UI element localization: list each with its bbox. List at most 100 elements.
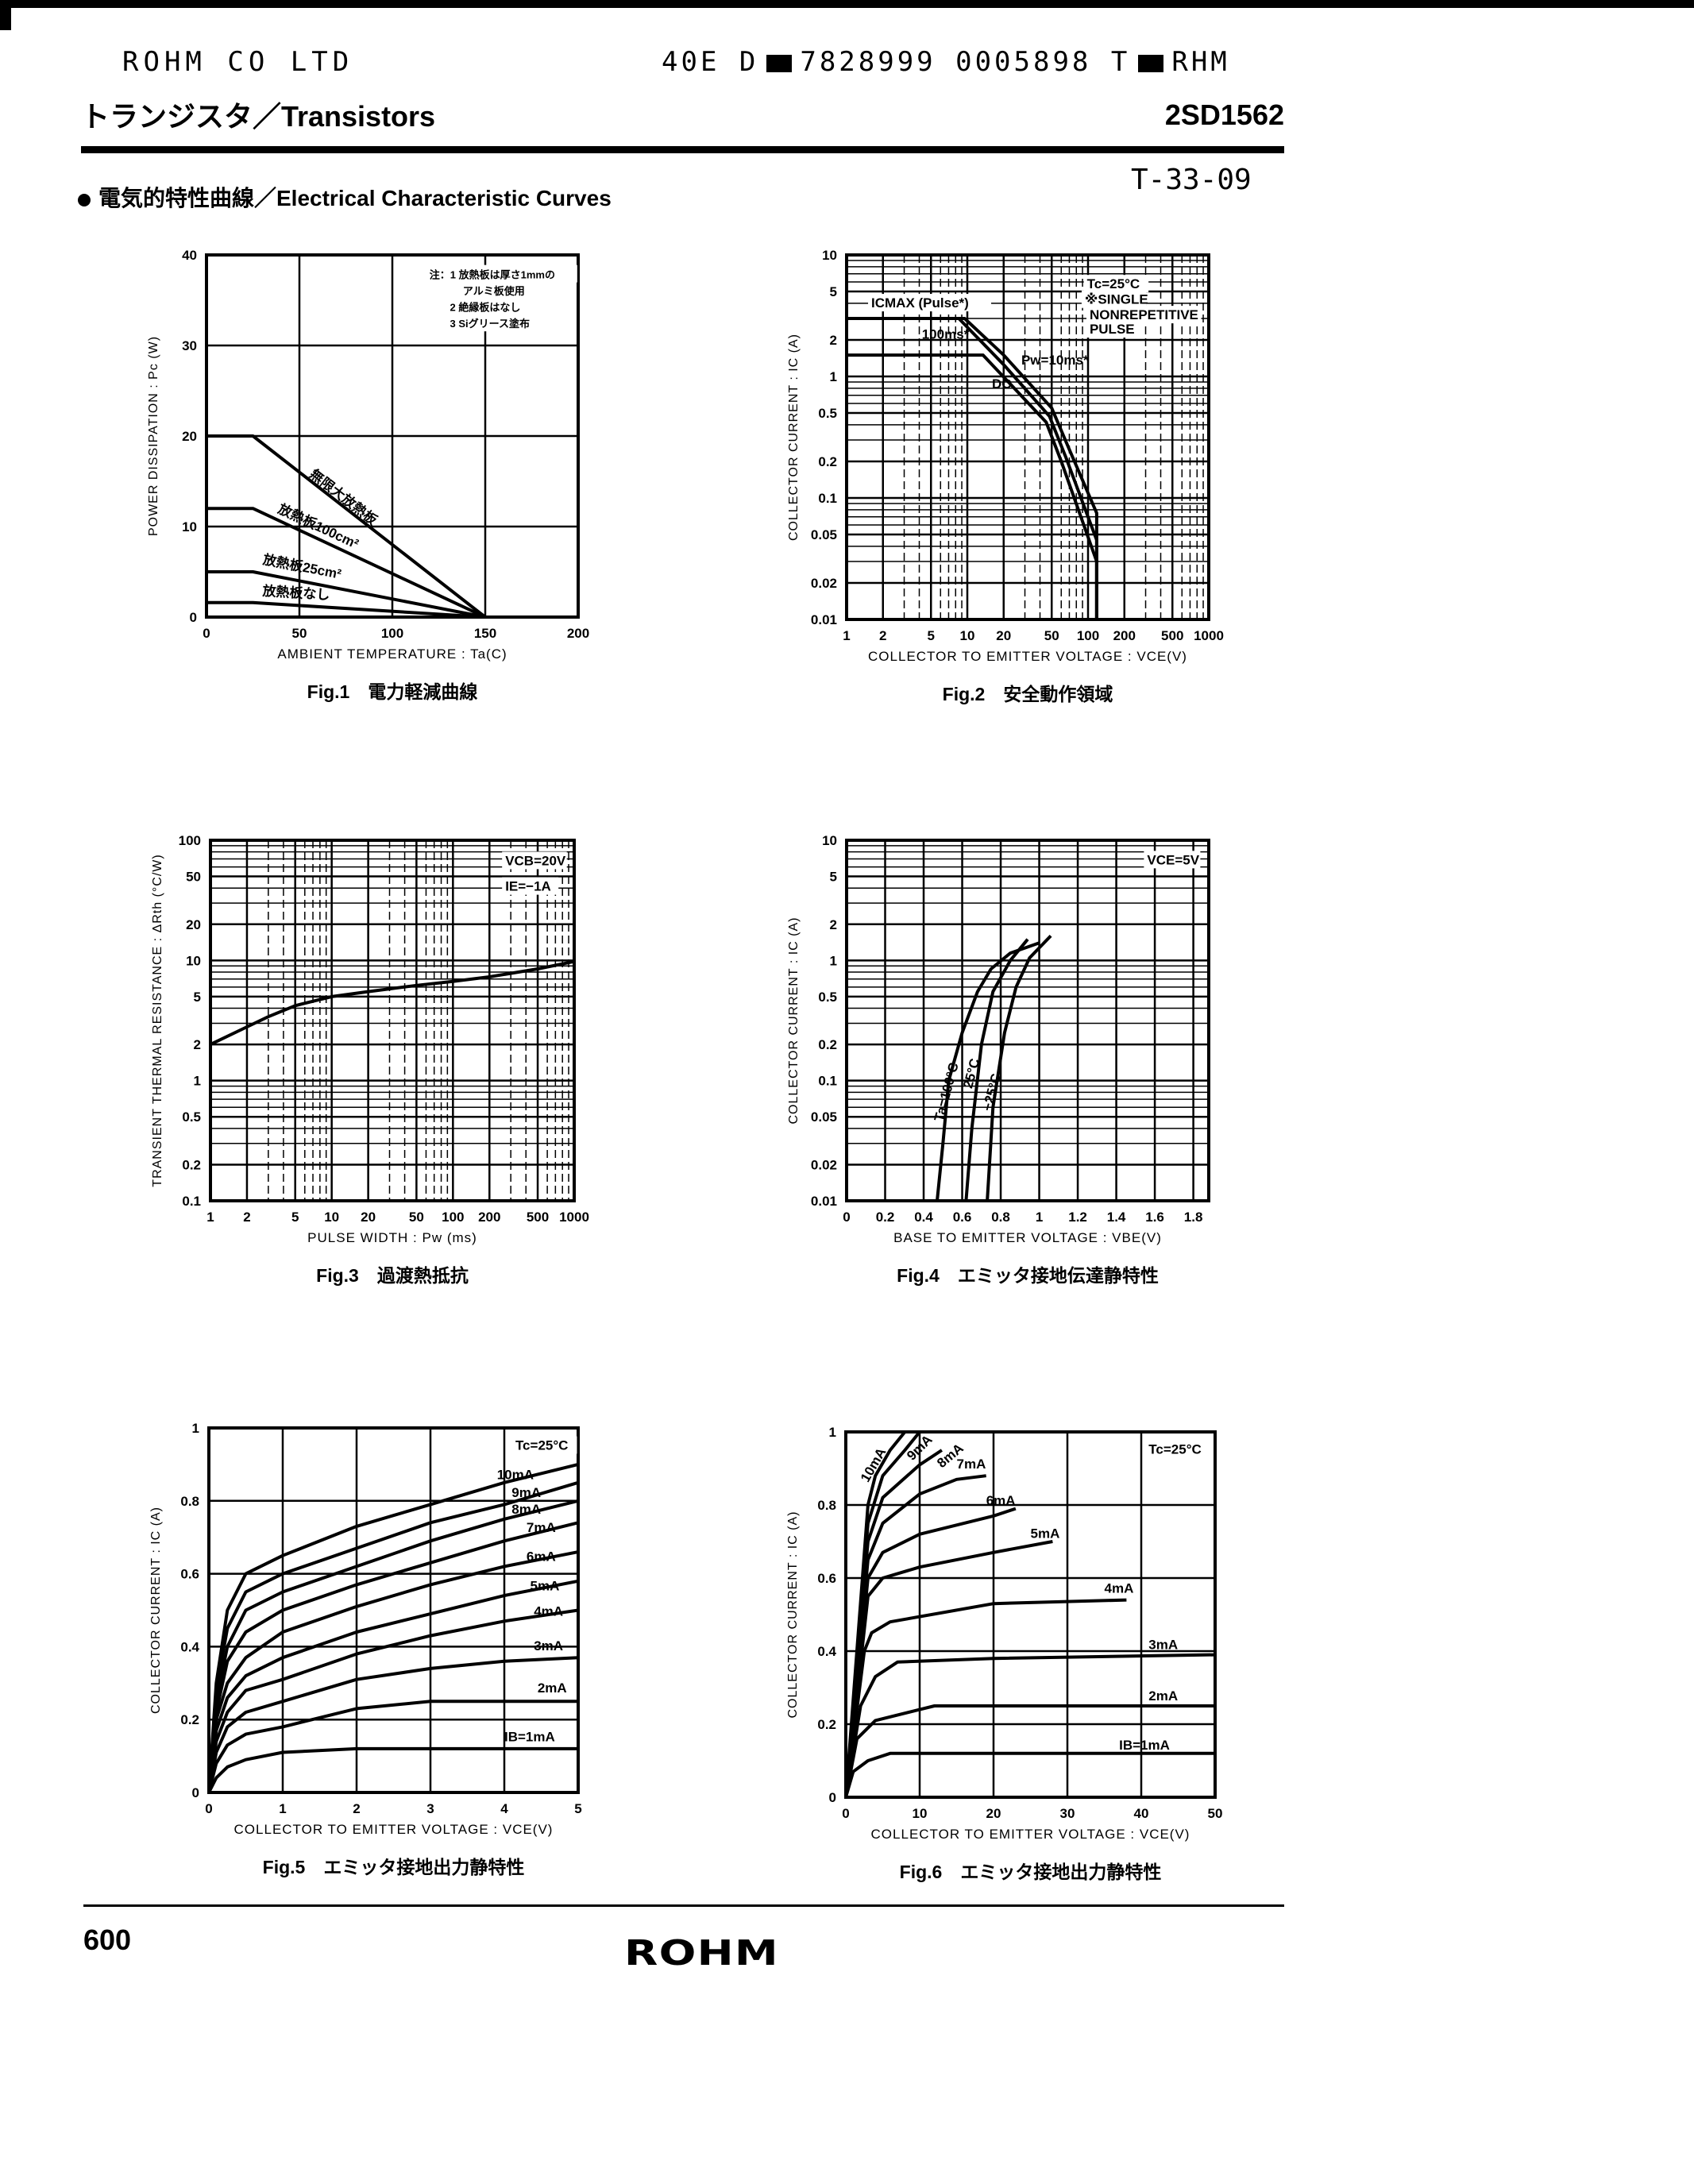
x-tick-label: 2 — [243, 1210, 250, 1225]
y-tick-label: 30 — [182, 338, 197, 353]
x-tick-label: 2 — [879, 628, 886, 643]
series-line-10 — [844, 1751, 1215, 1798]
x-tick-label: 0.2 — [876, 1210, 895, 1225]
annotation-text: VCE=5V — [1147, 852, 1199, 867]
series-line-3 — [986, 935, 1052, 1202]
y-tick-label: 5 — [830, 284, 837, 299]
series-line-1 — [210, 959, 575, 1046]
catalog-code-line: 40E D 7828999 0005898 T RHM — [662, 46, 1230, 78]
series-line-8 — [207, 1656, 579, 1793]
y-tick-label: 2 — [830, 917, 837, 932]
series-label: 7mA — [957, 1457, 986, 1472]
series-line-2 — [207, 1480, 579, 1793]
series-line-4 — [207, 1521, 579, 1793]
grid — [847, 840, 1209, 1201]
annotation-text: 注：1 放熱板は厚さ1mmの — [430, 269, 555, 281]
y-tick-label: 0.6 — [817, 1571, 836, 1586]
y-tick-label: 2 — [194, 1037, 201, 1052]
x-tick-label: 200 — [478, 1210, 500, 1225]
x-tick-label: 1.2 — [1068, 1210, 1087, 1225]
x-tick-label: 5 — [574, 1801, 581, 1816]
series-label: 8mA — [511, 1502, 541, 1517]
series-label: 5mA — [1031, 1526, 1060, 1541]
y-tick-label: 0.8 — [817, 1498, 836, 1513]
grid — [210, 840, 574, 1201]
x-tick-label: 20 — [986, 1806, 1001, 1821]
y-tick-label: 10 — [822, 248, 837, 263]
y-tick-label: 1 — [830, 369, 837, 384]
x-tick-label: 200 — [567, 626, 589, 641]
annotation-text: アルミ板使用 — [463, 285, 525, 297]
barcode-block-icon — [1138, 54, 1164, 72]
series-line-4 — [206, 600, 486, 619]
series-label: IB=1mA — [1119, 1738, 1170, 1753]
series-line-6 — [844, 1540, 1053, 1798]
series-line-8 — [844, 1653, 1216, 1798]
annotation-background — [459, 281, 528, 299]
catalog-suffix: RHM — [1171, 46, 1230, 78]
annotation-text: 3 Siグリース塗布 — [450, 318, 530, 330]
x-tick-label: 1.4 — [1107, 1210, 1126, 1225]
x-tick-label: 5 — [291, 1210, 299, 1225]
company-name: ROHM CO LTD — [122, 46, 354, 78]
y-tick-label: 50 — [186, 870, 201, 885]
annotation-text: Tc=25°C — [1148, 1442, 1202, 1457]
annotation-background — [868, 294, 992, 312]
y-tick-label: 0.2 — [817, 1717, 836, 1732]
y-tick-label: 0 — [192, 1785, 199, 1800]
x-tick-label: 1.8 — [1184, 1210, 1203, 1225]
x-tick-label: 20 — [996, 628, 1011, 643]
annotation-text: Tc=25°C — [515, 1438, 569, 1453]
part-number: 2SD1562 — [1164, 98, 1284, 131]
series-label: 100ms* — [922, 326, 970, 341]
y-axis-label: COLLECTOR CURRENT : IC (A) — [149, 1507, 163, 1714]
x-tick-label: 150 — [474, 626, 496, 641]
x-tick-label: 30 — [1060, 1806, 1075, 1821]
x-tick-label: 1.6 — [1145, 1210, 1164, 1225]
x-tick-label: 10 — [960, 628, 975, 643]
series-line-10 — [207, 1746, 578, 1793]
y-tick-label: 0.4 — [817, 1644, 836, 1659]
y-tick-label: 5 — [194, 990, 201, 1005]
series-line-9 — [207, 1700, 578, 1793]
chart-fig4: 0 0.2 0.4 0.6 0.8 1 1.2 1.4 1.6 1.8 0.01 0.02 0.05 0.… — [787, 833, 1210, 1286]
y-tick-label: 0 — [190, 610, 197, 625]
y-tick-label: 0.4 — [180, 1639, 199, 1654]
y-tick-label: 1 — [830, 953, 837, 968]
series-line-1 — [207, 1462, 579, 1793]
y-tick-label: 10 — [186, 953, 201, 968]
chart-fig3: 1 2 5 10 20 50 100 200 500 1000 0.1 0.2 0.5 1 2 5 10 20 50… — [151, 833, 589, 1286]
y-tick-label: 0.2 — [180, 1712, 199, 1727]
plot-frame — [844, 1430, 1217, 1799]
y-tick-label: 0.2 — [182, 1157, 201, 1172]
series-line-2 — [206, 507, 486, 619]
catalog-serial: 7828999 0005898 T — [800, 46, 1131, 78]
y-tick-label: 20 — [186, 917, 201, 932]
x-axis-label: COLLECTOR TO EMITTER VOLTAGE : VCE(V) — [868, 649, 1187, 664]
x-tick-label: 10 — [324, 1210, 339, 1225]
annotation-background — [1086, 320, 1135, 338]
x-tick-label: 1000 — [559, 1210, 589, 1225]
series-label: 10mA — [858, 1445, 889, 1485]
series-line-7 — [207, 1608, 579, 1793]
x-tick-label: 50 — [409, 1210, 424, 1225]
y-axis-label: COLLECTOR CURRENT : IC (A) — [787, 334, 801, 541]
y-axis-label: COLLECTOR CURRENT : IC (A) — [787, 917, 801, 1125]
annotation-background — [511, 1436, 577, 1454]
figure-caption: Fig.6 エミッタ接地出力静特性 — [900, 1862, 1162, 1882]
y-tick-label: 0.2 — [818, 1037, 837, 1052]
scan-corner-mark — [0, 8, 11, 30]
y-tick-label: 0.05 — [811, 527, 837, 542]
y-tick-label: 0 — [829, 1790, 836, 1805]
annotation-text: VCB=20V — [505, 853, 566, 868]
x-tick-label: 500 — [527, 1210, 549, 1225]
x-tick-label: 0.6 — [953, 1210, 972, 1225]
series-line-3 — [207, 1499, 579, 1793]
series-line-1 — [847, 317, 1098, 619]
annotation-background — [426, 264, 577, 283]
series-label: 2mA — [1148, 1688, 1178, 1704]
rohm-logo: ROHM — [624, 1933, 779, 1974]
plot-frame — [209, 839, 576, 1202]
plot-frame — [845, 253, 1210, 621]
series-label: 6mA — [527, 1549, 556, 1565]
